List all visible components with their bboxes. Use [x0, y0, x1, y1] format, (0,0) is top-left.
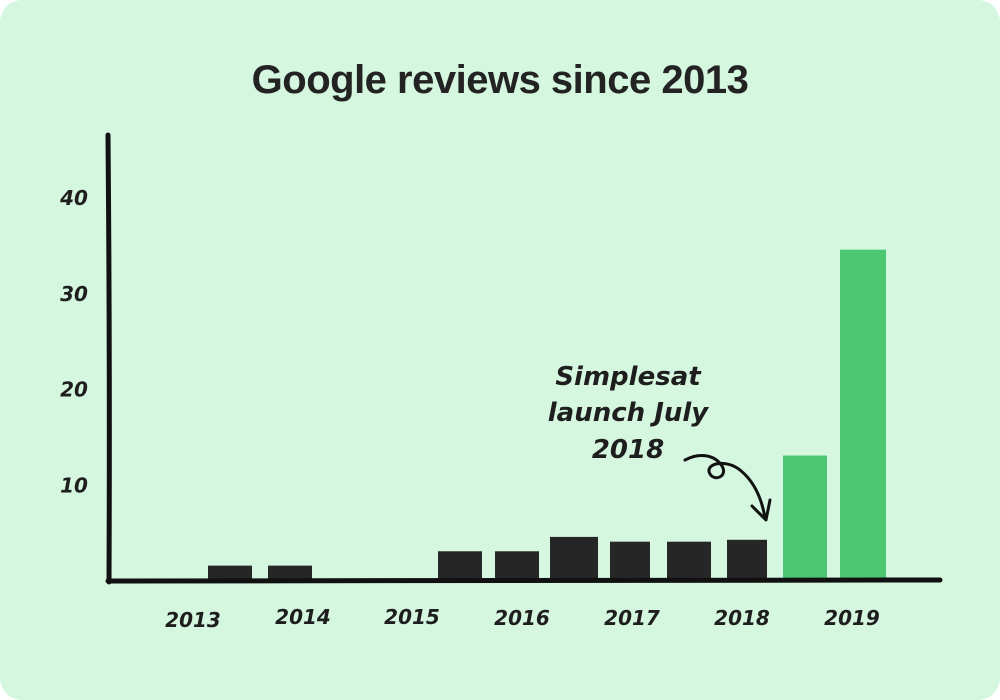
- x-axis: [105, 577, 943, 584]
- bar: [208, 565, 252, 580]
- y-tick-label: 10: [60, 473, 88, 497]
- x-tick-label: 2017: [604, 606, 660, 630]
- annotation-line-2: launch July: [548, 398, 710, 428]
- x-tick-label: 2013: [165, 608, 221, 632]
- annotation-arrow: [683, 453, 767, 520]
- x-tick-labels: 2013 2014 2015 2016 2017 2018 2019: [165, 605, 880, 632]
- bar: [495, 551, 539, 580]
- y-tick-label: 20: [60, 378, 88, 402]
- y-tick-labels: 10 20 30 40: [59, 186, 88, 497]
- annotation-line-3: 2018: [592, 435, 664, 465]
- bar: [268, 565, 312, 580]
- bar-highlight: [783, 455, 827, 580]
- bar-highlight: [840, 249, 886, 580]
- bar: [550, 536, 598, 580]
- bar: [667, 541, 711, 580]
- bar: [727, 539, 767, 580]
- x-tick-label: 2015: [384, 605, 440, 629]
- y-axis: [105, 132, 112, 585]
- bars-group: [208, 249, 886, 580]
- bar: [610, 541, 650, 580]
- y-tick-label: 40: [59, 186, 88, 210]
- chart-title: Google reviews since 2013: [251, 58, 749, 102]
- x-tick-label: 2014: [275, 605, 331, 629]
- x-tick-label: 2016: [494, 606, 550, 630]
- bar: [438, 551, 482, 580]
- x-tick-label: 2018: [714, 606, 770, 630]
- annotation-arrow-head: [750, 498, 772, 522]
- annotation-line-1: Simplesat: [555, 362, 702, 392]
- x-tick-label: 2019: [824, 606, 880, 630]
- y-tick-label: 30: [60, 282, 88, 306]
